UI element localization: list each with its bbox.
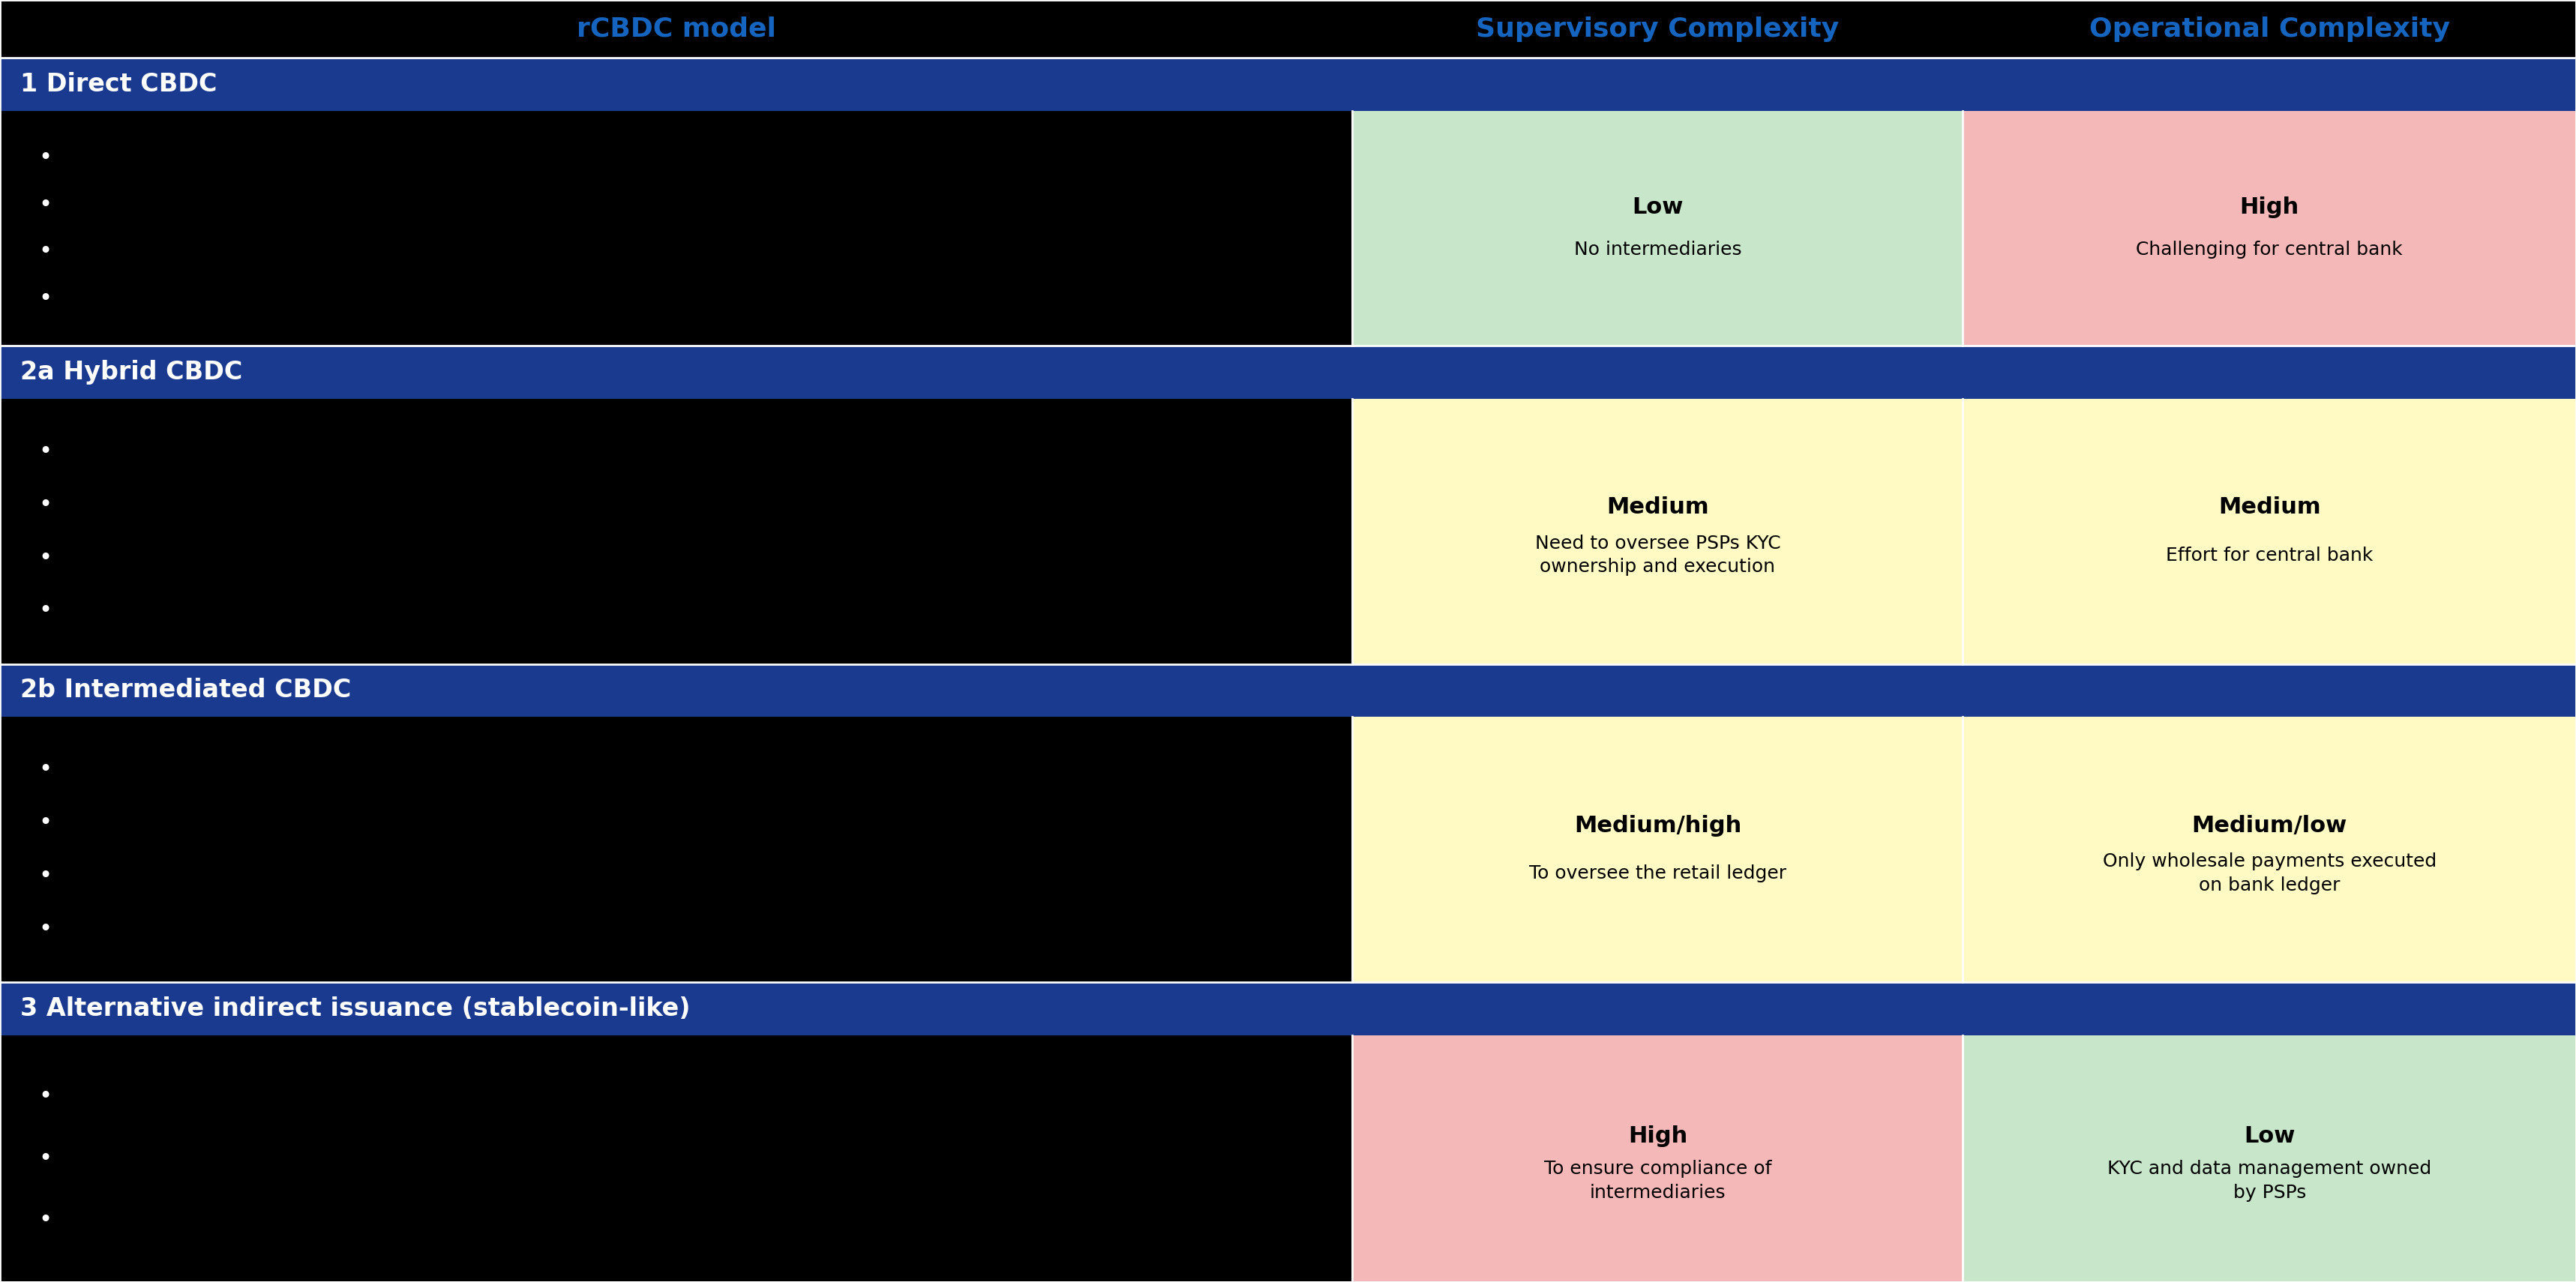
Text: •: • <box>39 1209 52 1231</box>
Text: 2a Hybrid CBDC: 2a Hybrid CBDC <box>21 360 242 385</box>
Text: Operational Complexity: Operational Complexity <box>2089 17 2450 41</box>
Text: Challenging for central bank: Challenging for central bank <box>2136 241 2403 259</box>
Bar <box>1963 1035 2576 1282</box>
Text: •: • <box>39 547 52 569</box>
Bar <box>0 399 1352 664</box>
Bar <box>1963 399 2576 664</box>
Text: High: High <box>1628 1126 1687 1147</box>
Text: Medium/low: Medium/low <box>2192 815 2347 836</box>
Bar <box>1963 110 2576 346</box>
Text: To oversee the retail ledger: To oversee the retail ledger <box>1530 864 1785 882</box>
Bar <box>1352 1035 1963 1282</box>
Bar <box>0 0 2576 58</box>
Text: •: • <box>39 759 52 781</box>
Bar <box>0 58 2576 110</box>
Text: •: • <box>39 194 52 215</box>
Text: Medium: Medium <box>1607 496 1708 518</box>
Text: High: High <box>2239 196 2300 218</box>
Text: •: • <box>39 600 52 622</box>
Text: Low: Low <box>2244 1126 2295 1147</box>
Bar <box>0 1035 1352 1282</box>
Text: Supervisory Complexity: Supervisory Complexity <box>1476 17 1839 41</box>
Bar <box>1352 399 1963 664</box>
Text: •: • <box>39 441 52 463</box>
Text: Only wholesale payments executed
on bank ledger: Only wholesale payments executed on bank… <box>2102 853 2437 894</box>
Text: •: • <box>39 1086 52 1108</box>
Text: Need to oversee PSPs KYC
ownership and execution: Need to oversee PSPs KYC ownership and e… <box>1535 535 1780 576</box>
Bar <box>0 982 2576 1035</box>
Text: •: • <box>39 241 52 263</box>
Bar <box>1963 717 2576 982</box>
Text: Effort for central bank: Effort for central bank <box>2166 546 2372 564</box>
Bar <box>0 346 2576 399</box>
Text: •: • <box>39 288 52 310</box>
Bar <box>1352 110 1963 346</box>
Text: 2b Intermediated CBDC: 2b Intermediated CBDC <box>21 678 350 703</box>
Text: Low: Low <box>1633 196 1682 218</box>
Text: To ensure compliance of
intermediaries: To ensure compliance of intermediaries <box>1543 1160 1772 1201</box>
Text: •: • <box>39 812 52 833</box>
Bar <box>1352 717 1963 982</box>
Text: •: • <box>39 147 52 169</box>
Text: 3 Alternative indirect issuance (stablecoin-like): 3 Alternative indirect issuance (stablec… <box>21 996 690 1020</box>
Text: KYC and data management owned
by PSPs: KYC and data management owned by PSPs <box>2107 1160 2432 1201</box>
Text: No intermediaries: No intermediaries <box>1574 241 1741 259</box>
Bar <box>0 717 1352 982</box>
Text: •: • <box>39 1147 52 1169</box>
Text: Medium/high: Medium/high <box>1574 815 1741 836</box>
Text: •: • <box>39 865 52 887</box>
Bar <box>0 110 1352 346</box>
Text: •: • <box>39 918 52 940</box>
Text: •: • <box>39 494 52 515</box>
Text: Medium: Medium <box>2218 496 2321 518</box>
Text: 1 Direct CBDC: 1 Direct CBDC <box>21 72 216 96</box>
Bar <box>0 664 2576 717</box>
Text: rCBDC model: rCBDC model <box>577 17 775 41</box>
